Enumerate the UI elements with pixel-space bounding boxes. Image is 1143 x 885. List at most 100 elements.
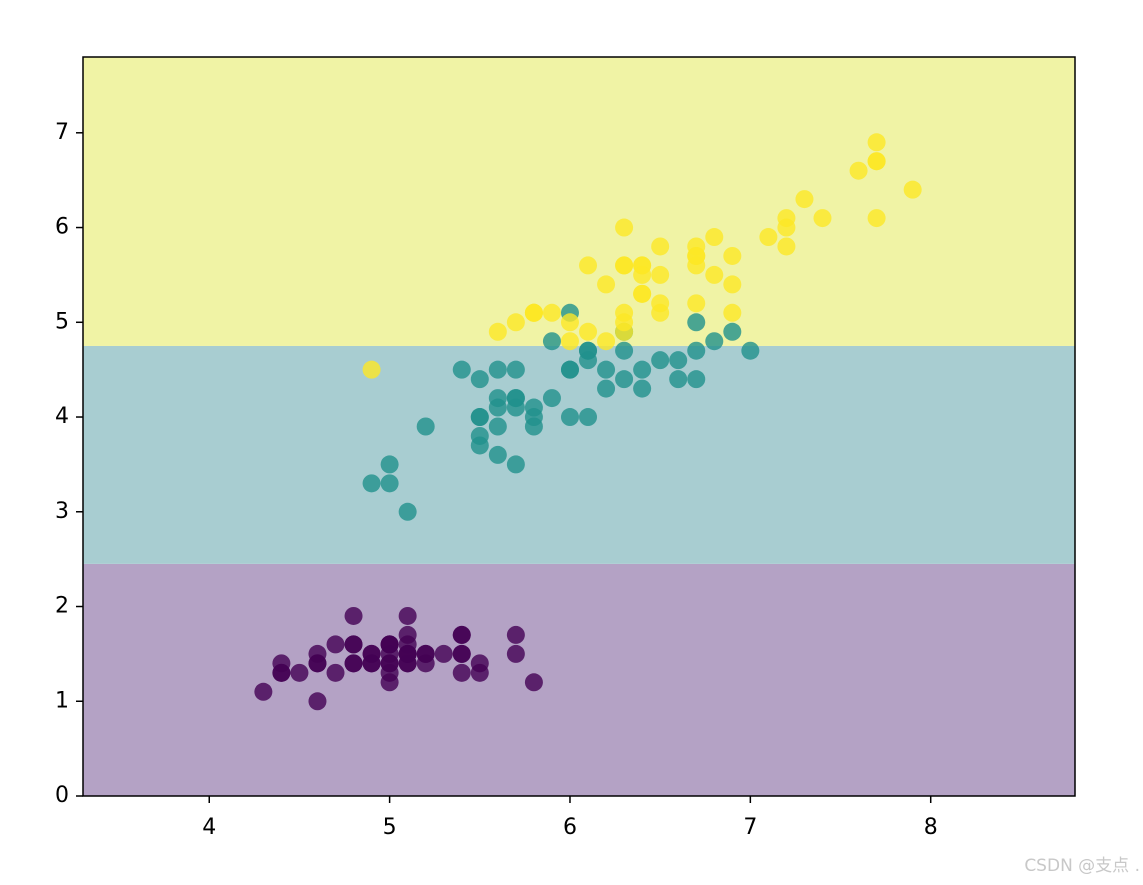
point [560, 332, 579, 351]
point [579, 351, 598, 370]
point [867, 133, 886, 152]
y-tick-label: 7 [55, 120, 69, 145]
point [759, 228, 778, 247]
point [506, 455, 525, 474]
point [615, 341, 634, 360]
x-tick-label: 5 [383, 815, 397, 840]
point [344, 635, 363, 654]
point [542, 332, 561, 351]
point [867, 209, 886, 228]
point [705, 332, 724, 351]
y-tick-label: 6 [55, 215, 69, 240]
point [326, 635, 345, 654]
point [687, 370, 706, 389]
decision-region [83, 563, 1075, 796]
point [777, 237, 796, 256]
point [687, 341, 706, 360]
point [398, 606, 417, 625]
point [903, 180, 922, 199]
point [470, 663, 489, 682]
point [380, 455, 399, 474]
point [524, 408, 543, 427]
point [344, 654, 363, 673]
point [488, 322, 507, 341]
y-tick-label: 3 [55, 499, 69, 524]
point [470, 370, 489, 389]
x-tick-label: 4 [202, 815, 216, 840]
point [560, 313, 579, 332]
point [795, 190, 814, 209]
point [362, 474, 381, 493]
point [290, 663, 309, 682]
point [452, 360, 471, 379]
point [687, 294, 706, 313]
point [452, 663, 471, 682]
point [579, 408, 598, 427]
point [488, 445, 507, 464]
point [651, 237, 670, 256]
point [705, 228, 724, 247]
point [723, 275, 742, 294]
point [506, 360, 525, 379]
point [867, 152, 886, 171]
point [615, 256, 634, 275]
point [597, 379, 616, 398]
point [813, 209, 832, 228]
point [705, 265, 724, 284]
point [723, 303, 742, 322]
x-tick-label: 7 [743, 815, 757, 840]
point [380, 654, 399, 673]
point [362, 360, 381, 379]
point [615, 313, 634, 332]
point [633, 284, 652, 303]
point [633, 360, 652, 379]
point [452, 644, 471, 663]
point [669, 370, 688, 389]
point [308, 692, 327, 711]
point [542, 303, 561, 322]
point [524, 673, 543, 692]
point [579, 322, 598, 341]
decision-region [83, 345, 1075, 564]
point [416, 417, 435, 436]
y-tick-label: 1 [55, 688, 69, 713]
point [560, 360, 579, 379]
point [597, 360, 616, 379]
point [488, 389, 507, 408]
point [687, 313, 706, 332]
y-tick-label: 2 [55, 594, 69, 619]
point [398, 635, 417, 654]
point [777, 218, 796, 237]
point [344, 606, 363, 625]
point [326, 663, 345, 682]
point [651, 265, 670, 284]
point [272, 663, 291, 682]
point [416, 644, 435, 663]
point [651, 351, 670, 370]
point [633, 379, 652, 398]
point [615, 218, 634, 237]
point [452, 625, 471, 644]
point [380, 474, 399, 493]
point [524, 303, 543, 322]
point [470, 408, 489, 427]
point [723, 246, 742, 265]
point [308, 654, 327, 673]
point [651, 294, 670, 313]
point [506, 644, 525, 663]
point [687, 246, 706, 265]
point [615, 370, 634, 389]
point [488, 360, 507, 379]
x-tick-label: 8 [924, 815, 938, 840]
point [506, 398, 525, 417]
y-tick-label: 0 [55, 783, 69, 808]
point [560, 408, 579, 427]
plot-frame [82, 56, 1076, 797]
decision-region [83, 57, 1075, 346]
point [506, 625, 525, 644]
point [470, 436, 489, 455]
point [434, 644, 453, 663]
point [506, 313, 525, 332]
point [362, 654, 381, 673]
